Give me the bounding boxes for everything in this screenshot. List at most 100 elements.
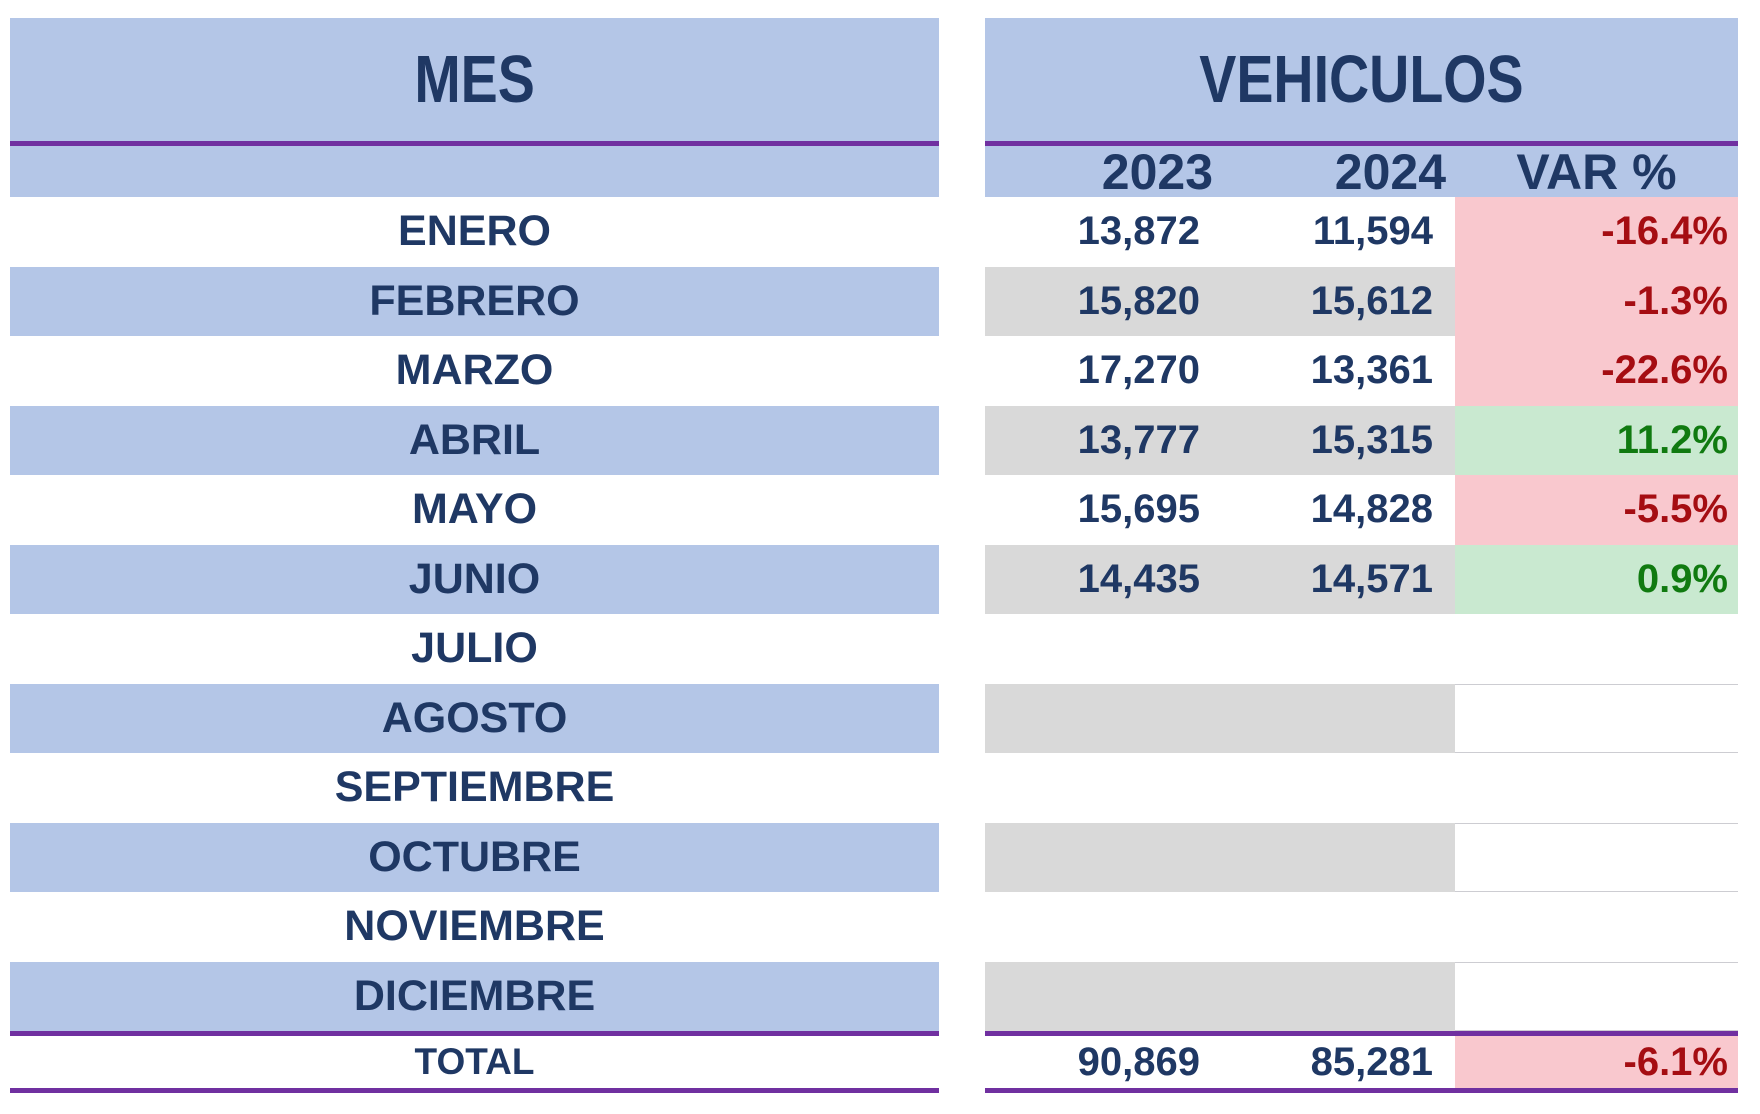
month-label: OCTUBRE (368, 832, 581, 881)
month-row-enero: ENERO (10, 197, 939, 267)
value-2024 (1222, 822, 1455, 892)
value-2023: 15,695 (1077, 487, 1200, 532)
purple-rule (10, 141, 939, 146)
month-label: FEBRERO (369, 276, 580, 325)
column-header-2023: 2023 (1101, 143, 1213, 200)
total-row-values: 90,869 85,281 -6.1% (985, 1036, 1738, 1088)
total-value-2023: 90,869 (1077, 1039, 1200, 1084)
var-value (1455, 822, 1738, 892)
value-2024 (1222, 683, 1455, 753)
month-row-junio: JUNIO (10, 544, 939, 614)
var-value: 11.2% (1455, 405, 1738, 475)
purple-rule (10, 1088, 939, 1093)
value-2024: 14,571 (1222, 544, 1455, 614)
month-row-marzo: MARZO (10, 336, 939, 406)
value-2024 (1222, 961, 1455, 1031)
value-2024: 14,828 (1310, 487, 1433, 532)
value-2023 (985, 822, 1222, 892)
data-row-noviembre (985, 892, 1738, 962)
value-2024 (1222, 614, 1455, 684)
month-label: SEPTIEMBRE (334, 763, 615, 812)
var-value: -1.3% (1455, 266, 1738, 336)
purple-rule (985, 1088, 1738, 1093)
month-row-octubre: OCTUBRE (10, 822, 939, 892)
purple-rule (985, 1031, 1738, 1036)
value-2024: 15,315 (1222, 405, 1455, 475)
value-2023: 15,820 (985, 266, 1222, 336)
value-2024 (1222, 892, 1455, 962)
data-row-agosto (985, 683, 1738, 753)
month-table-title-cell: MES (10, 18, 939, 141)
data-row-junio: 14,435 14,571 0.9% (985, 544, 1738, 614)
vehicles-table: VEHICULOS 2023 2024 VAR % 13,872 11,594 -1… (985, 18, 1738, 1093)
value-2024: 13,361 (1310, 348, 1433, 393)
month-row-septiembre: SEPTIEMBRE (10, 753, 939, 823)
value-2023 (985, 683, 1222, 753)
purple-rule (10, 1031, 939, 1036)
month-label: ENERO (398, 207, 551, 256)
month-row-julio: JULIO (10, 614, 939, 684)
total-value-2024: 85,281 (1310, 1039, 1433, 1084)
data-row-julio (985, 614, 1738, 684)
value-2023 (985, 961, 1222, 1031)
data-row-septiembre (985, 753, 1738, 823)
value-2023: 17,270 (1077, 348, 1200, 393)
month-label: DICIEMBRE (353, 971, 596, 1020)
month-row-agosto: AGOSTO (10, 683, 939, 753)
value-2023 (985, 892, 1222, 962)
month-row-diciembre: DICIEMBRE (10, 961, 939, 1031)
data-row-mayo: 15,695 14,828 -5.5% (985, 475, 1738, 545)
var-value: 0.9% (1455, 544, 1738, 614)
vehicles-table-title-cell: VEHICULOS (985, 18, 1738, 141)
var-value (1455, 892, 1738, 962)
var-value (1455, 614, 1738, 684)
month-row-mayo: MAYO (10, 475, 939, 545)
total-label: TOTAL (414, 1041, 535, 1082)
month-table-title: MES (414, 42, 535, 117)
data-row-enero: 13,872 11,594 -16.4% (985, 197, 1738, 267)
value-2023: 14,435 (985, 544, 1222, 614)
month-row-abril: ABRIL (10, 405, 939, 475)
data-row-octubre (985, 822, 1738, 892)
var-value (1455, 683, 1738, 753)
data-row-abril: 13,777 15,315 11.2% (985, 405, 1738, 475)
var-value: -5.5% (1455, 475, 1738, 545)
data-row-febrero: 15,820 15,612 -1.3% (985, 266, 1738, 336)
var-value: -22.6% (1455, 336, 1738, 406)
var-value (1455, 753, 1738, 823)
value-2024: 15,612 (1222, 266, 1455, 336)
value-2023 (985, 614, 1222, 684)
data-row-marzo: 17,270 13,361 -22.6% (985, 336, 1738, 406)
value-2023 (985, 753, 1222, 823)
month-label: AGOSTO (381, 693, 568, 742)
month-label: JULIO (411, 624, 538, 673)
month-table-subheader (10, 146, 939, 197)
var-value (1455, 961, 1738, 1031)
vehicles-table-title: VEHICULOS (1199, 42, 1524, 117)
purple-rule (985, 141, 1738, 146)
month-label: NOVIEMBRE (344, 902, 605, 951)
total-var-cell: -6.1% (1455, 1036, 1738, 1088)
month-label: JUNIO (408, 554, 541, 603)
value-2024 (1222, 753, 1455, 823)
month-label: MARZO (395, 346, 554, 395)
left-rows: ENERO FEBRERO MARZO ABRIL MAYO JUNIO JULIO AGOS… (10, 197, 939, 1031)
value-2023: 13,777 (985, 405, 1222, 475)
vehicles-table-header: VEHICULOS 2023 2024 VAR % (985, 18, 1738, 200)
value-2023: 13,872 (1077, 209, 1200, 254)
month-row-febrero: FEBRERO (10, 266, 939, 336)
month-label: ABRIL (408, 415, 541, 464)
month-table: MES ENERO FEBRERO MARZO ABRIL MAYO JUNIO JULIO… (10, 18, 939, 1093)
right-rows: 13,872 11,594 -16.4% 15,820 15,612 -1.3% 17,27… (985, 197, 1738, 1031)
var-value: -16.4% (1455, 197, 1738, 267)
vehicles-table-subheader: 2023 2024 VAR % (985, 143, 1738, 200)
month-row-noviembre: NOVIEMBRE (10, 892, 939, 962)
data-row-diciembre (985, 961, 1738, 1031)
column-header-var: VAR % (1516, 143, 1677, 200)
month-label: MAYO (411, 485, 538, 534)
value-2024: 11,594 (1312, 209, 1433, 254)
month-table-header: MES (10, 18, 939, 197)
column-header-2024: 2024 (1334, 143, 1446, 200)
total-row-label: TOTAL (10, 1036, 939, 1088)
